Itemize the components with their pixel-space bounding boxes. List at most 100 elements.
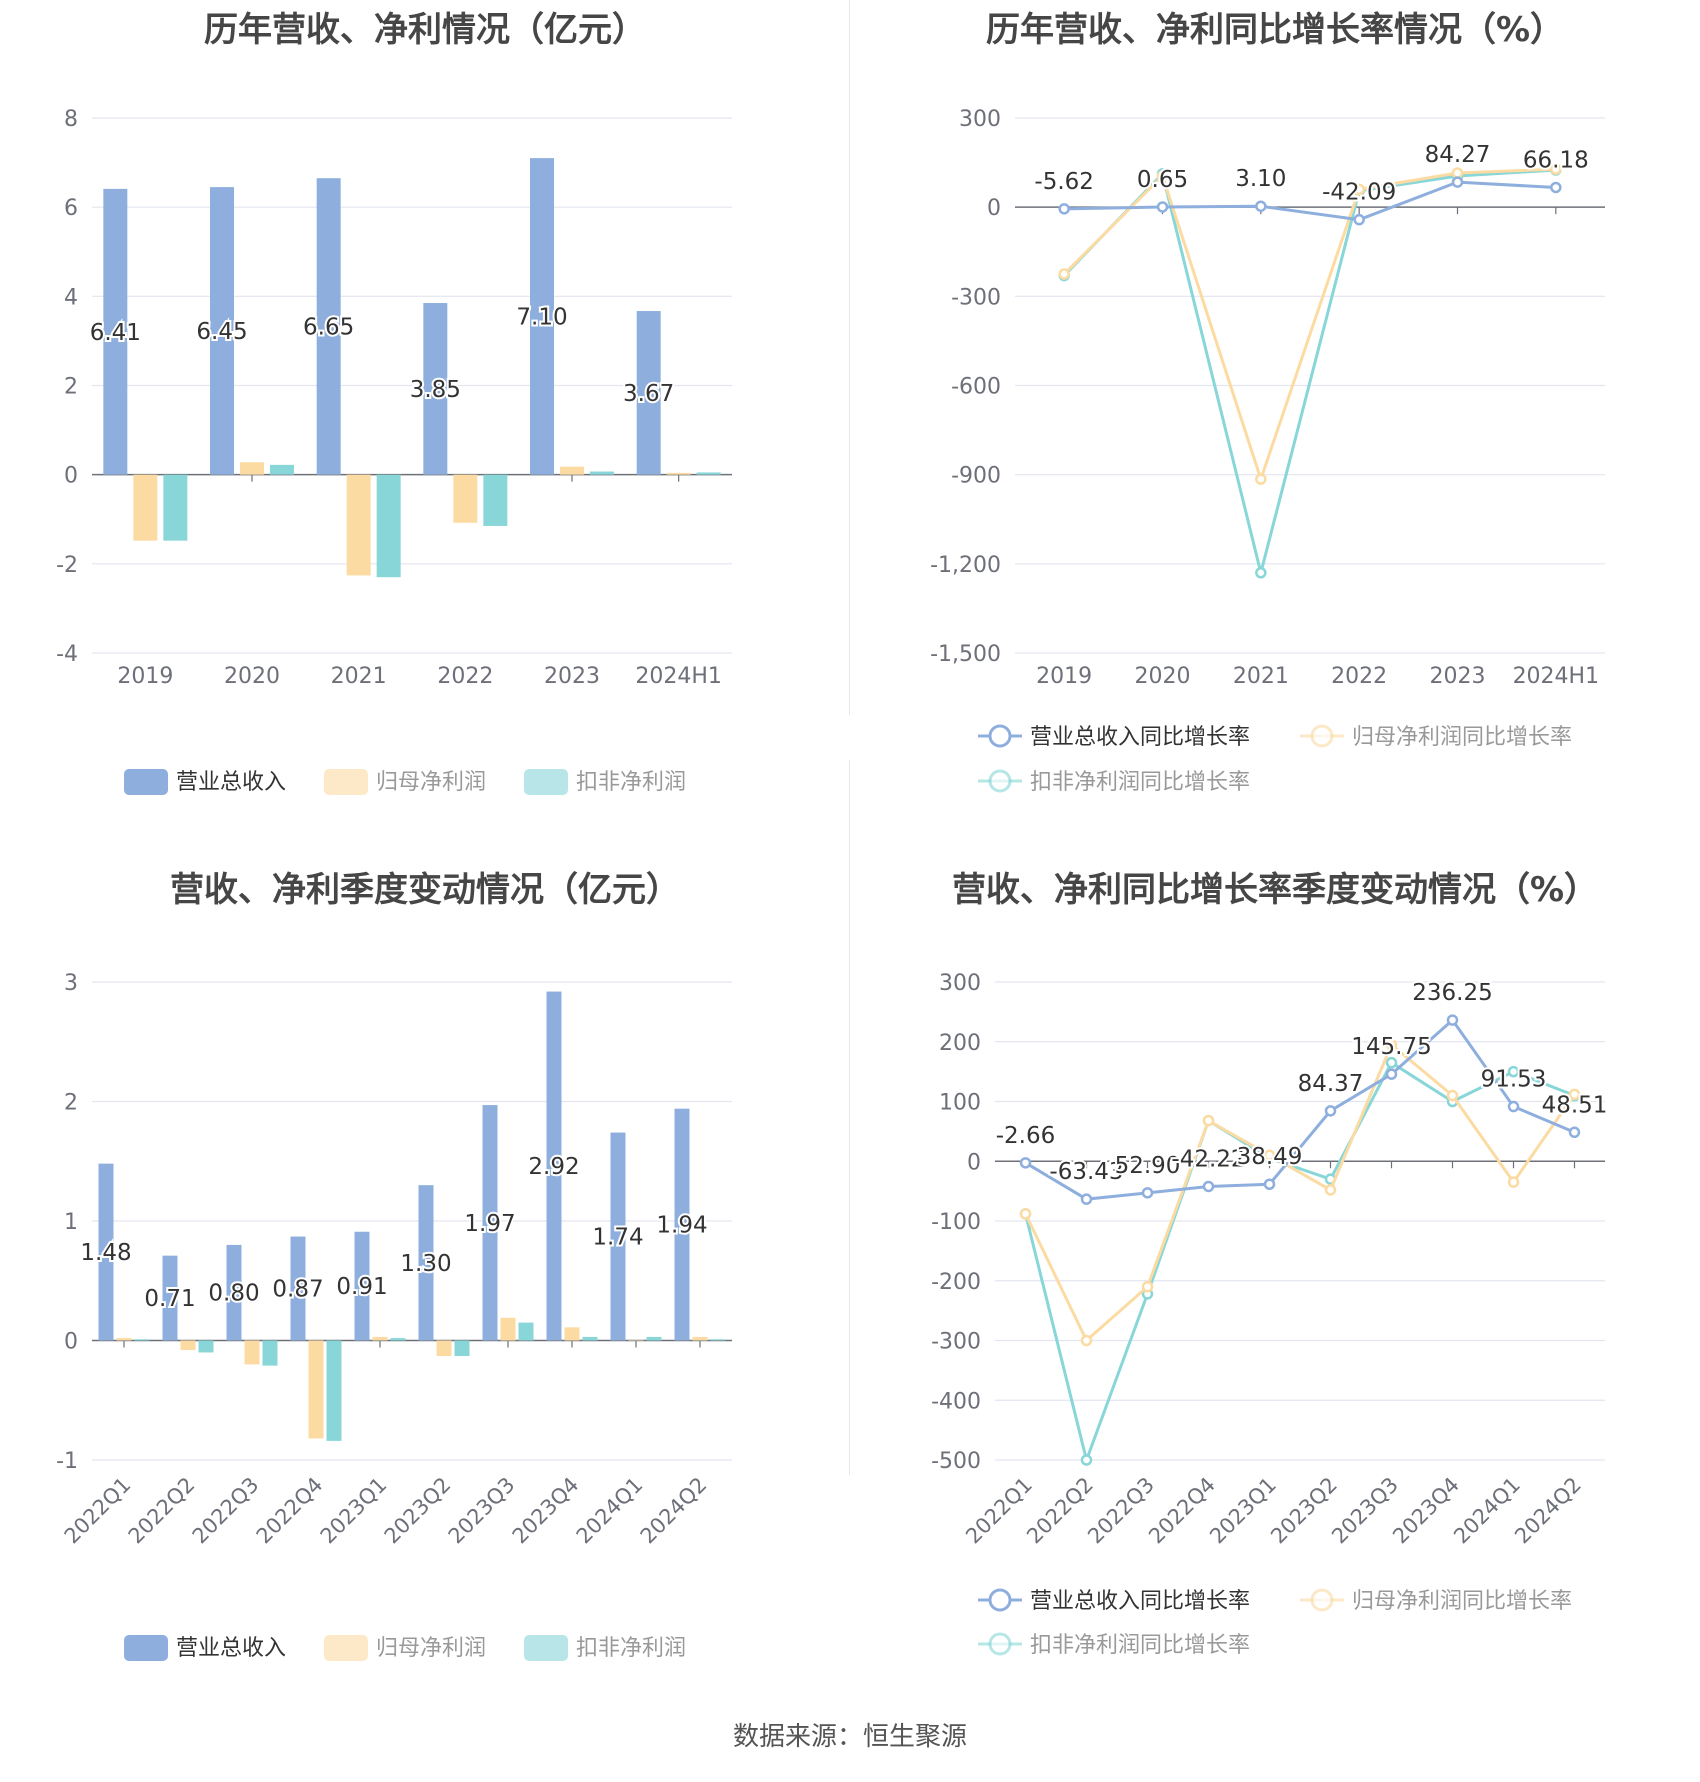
legend-label: 归母净利润 [376,770,486,795]
bar-revenue [210,187,234,475]
x-tick-label: 2023Q2 [380,1473,456,1549]
legend-swatch-marker [988,724,1012,748]
bar-data-label: 1.74 [592,1225,643,1251]
bar-data-label: 0.91 [336,1274,387,1300]
x-tick-label: 2024Q2 [1510,1473,1586,1549]
data-point [1550,163,1562,175]
legend-label: 营业总收入同比增长率 [1030,725,1250,750]
bar-net-profit [564,1327,580,1341]
data-point [1255,567,1267,579]
data-point [1385,1056,1398,1069]
y-tick-label: -2 [56,553,78,578]
x-tick-label: 2022Q2 [124,1473,200,1549]
legend-swatch-marker [988,769,1012,793]
bar-net-profit [560,466,584,475]
x-tick-label: 2023Q2 [1266,1473,1342,1549]
bar-net-profit [436,1340,452,1357]
line-data-label: 48.51 [1542,1092,1608,1118]
legend-swatch-marker [1310,724,1334,748]
y-tick-label: 0 [64,1330,78,1355]
y-tick-label: 0 [967,1150,981,1175]
y-tick-label: 300 [939,971,981,996]
bar-net-profit [240,462,264,475]
chart-title: 历年营收、净利同比增长率情况（%） [985,10,1565,50]
bar-deducted-net-profit [270,464,294,475]
bar-deducted-net-profit [326,1340,342,1441]
bar-net-profit [692,1336,708,1341]
divider-bottom [849,760,850,1475]
line-data-label: 236.25 [1412,980,1492,1006]
x-tick-label: 2020 [224,664,280,689]
data-point [1385,1068,1398,1080]
y-tick-label: 1 [64,1210,78,1235]
y-tick-label: 0 [64,464,78,489]
legend-swatch [124,769,168,795]
x-tick-label: 2023 [544,664,600,689]
data-point [1385,1038,1398,1051]
bar-net-profit [244,1340,260,1365]
divider-top [849,0,850,715]
y-tick-label: -600 [951,375,1001,400]
chart-title: 营收、净利同比增长率季度变动情况（%） [951,870,1599,910]
bar-data-label: 6.45 [196,319,247,345]
x-tick-label: 2024H1 [635,664,722,689]
legend-label: 归母净利润同比增长率 [1352,725,1572,750]
bar-data-label: 1.94 [656,1213,707,1239]
bar-data-label: 3.85 [410,377,461,403]
y-tick-label: -500 [931,1449,981,1474]
x-tick-label: 2022Q1 [60,1473,136,1549]
bar-revenue [162,1255,178,1341]
y-tick-label: -1,500 [930,642,1001,667]
data-point [1324,1184,1337,1196]
legend-label: 扣非净利润 [576,770,686,795]
bar-net-profit [372,1336,388,1341]
annual-revenue-profit-chart: 历年营收、净利情况（亿元） -4 -2 0 2 4 6 8 2019 2020 2021 2022 2… [0,0,850,880]
data-point [1255,473,1267,485]
bar-data-label: 2.92 [528,1154,579,1180]
bar-deducted-net-profit [390,1338,406,1341]
x-tick-label: 2023Q1 [1205,1473,1281,1549]
line-data-label: 91.53 [1481,1067,1547,1093]
x-tick-label: 2022Q2 [1022,1473,1098,1549]
bar-data-label: 0.80 [208,1281,259,1307]
line-data-label: -63.43 [1049,1159,1123,1185]
bar-data-label: 1.48 [80,1240,131,1266]
x-tick-label: 2022Q4 [252,1473,328,1549]
x-tick-label: 2024H1 [1513,664,1600,689]
bar-data-label: 1.97 [464,1211,515,1237]
x-tick-label: 2019 [117,664,173,689]
y-tick-label: 4 [64,285,78,310]
y-tick-label: 300 [959,107,1001,132]
bar-deducted-net-profit [582,1336,598,1341]
series-line-deducted-profit-growth [1024,1060,1576,1466]
bar-data-label: 6.65 [303,314,354,340]
bar-net-profit [308,1340,324,1439]
line-data-label: 66.18 [1523,147,1589,173]
y-tick-label: 2 [64,1091,78,1116]
line-data-label: 52.90 [1115,1153,1181,1179]
x-tick-label: 2019 [1036,664,1092,689]
data-point [1156,201,1169,213]
bar-data-label: 7.10 [516,304,567,330]
y-tick-label: -4 [56,642,78,667]
bar-revenue [546,991,562,1341]
data-point [1141,1280,1154,1293]
bar-deducted-net-profit [454,1340,470,1357]
series-line-revenue-growth [1064,180,1556,222]
y-tick-label: -900 [951,464,1001,489]
x-tick-label: 2022Q3 [188,1473,264,1549]
bar-deducted-net-profit [646,1336,662,1341]
data-point [1019,1208,1032,1220]
series-line-deducted-profit-growth [1063,168,1556,574]
chart-svg: -1,500 -1,200 -900 -600 -300 0 300 2019 2020 2021… [930,107,1605,795]
chart-svg: -500-400-300-200-10001002003002022Q12022… [931,971,1609,1658]
line-data-label: 84.27 [1425,142,1491,168]
y-tick-label: -1 [56,1449,78,1474]
line-data-label: 84.37 [1298,1071,1364,1097]
y-tick-label: 3 [64,971,78,996]
line-data-label: -5.62 [1034,169,1094,195]
data-point [1263,1149,1276,1162]
chart-title: 营收、净利季度变动情况（亿元） [170,870,680,910]
bar-revenue [316,178,341,475]
y-tick-label: -300 [931,1330,981,1355]
